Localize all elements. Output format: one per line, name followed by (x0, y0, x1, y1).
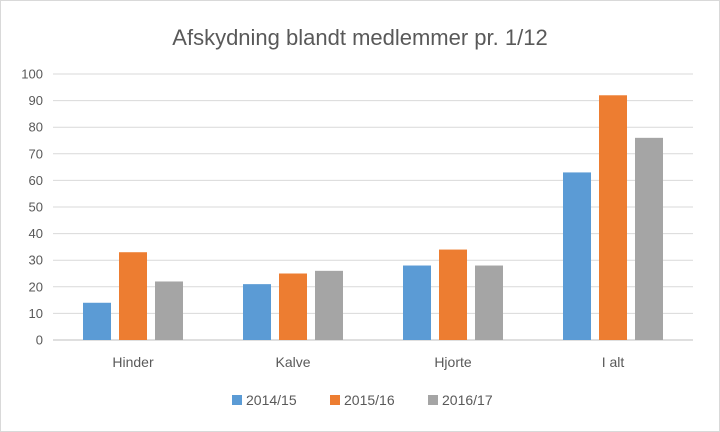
bar-i-alt-2016-17 (635, 137, 663, 340)
gridlines (53, 73, 693, 341)
bar-i-alt-2014-15 (563, 172, 591, 340)
y-tick-label: 50 (29, 200, 43, 215)
legend-swatch (232, 395, 242, 405)
y-tick-label: 40 (29, 226, 43, 241)
bar-hjorte-2016-17 (475, 265, 503, 340)
y-tick-label: 20 (29, 279, 43, 294)
category-label: Kalve (275, 354, 310, 370)
bar-kalve-2016-17 (315, 270, 343, 340)
y-tick-label: 30 (29, 253, 43, 268)
y-tick-label: 60 (29, 173, 43, 188)
bar-hjorte-2015-16 (439, 249, 467, 340)
y-tick-label: 0 (36, 333, 43, 348)
legend-label: 2015/16 (344, 392, 395, 408)
chart-title: Afskydning blandt medlemmer pr. 1/12 (172, 25, 547, 50)
legend-label: 2016/17 (442, 392, 493, 408)
bar-hjorte-2014-15 (403, 265, 431, 340)
category-labels: Hinder Kalve Hjorte I alt (112, 354, 624, 370)
legend-swatch (330, 395, 340, 405)
category-label: I alt (602, 354, 625, 370)
y-tick-label: 100 (21, 67, 43, 82)
y-tick-label: 10 (29, 306, 43, 321)
legend-item: 2015/16 (330, 392, 395, 408)
category-label: Hjorte (434, 354, 472, 370)
bars (83, 95, 663, 340)
bar-kalve-2015-16 (279, 273, 307, 340)
y-axis-ticks: 0 10 20 30 40 50 60 70 80 90 100 (21, 67, 43, 348)
legend-item: 2016/17 (428, 392, 493, 408)
bar-i-alt-2015-16 (599, 95, 627, 340)
bar-hinder-2015-16 (119, 252, 147, 340)
legend: 2014/15 2015/16 2016/17 (232, 392, 493, 408)
bar-hinder-2016-17 (155, 281, 183, 340)
y-tick-label: 90 (29, 93, 43, 108)
legend-label: 2014/15 (246, 392, 297, 408)
y-tick-label: 80 (29, 120, 43, 135)
category-label: Hinder (112, 354, 154, 370)
bar-hinder-2014-15 (83, 302, 111, 340)
legend-swatch (428, 395, 438, 405)
legend-item: 2014/15 (232, 392, 297, 408)
bar-kalve-2014-15 (243, 284, 271, 340)
y-tick-label: 70 (29, 146, 43, 161)
